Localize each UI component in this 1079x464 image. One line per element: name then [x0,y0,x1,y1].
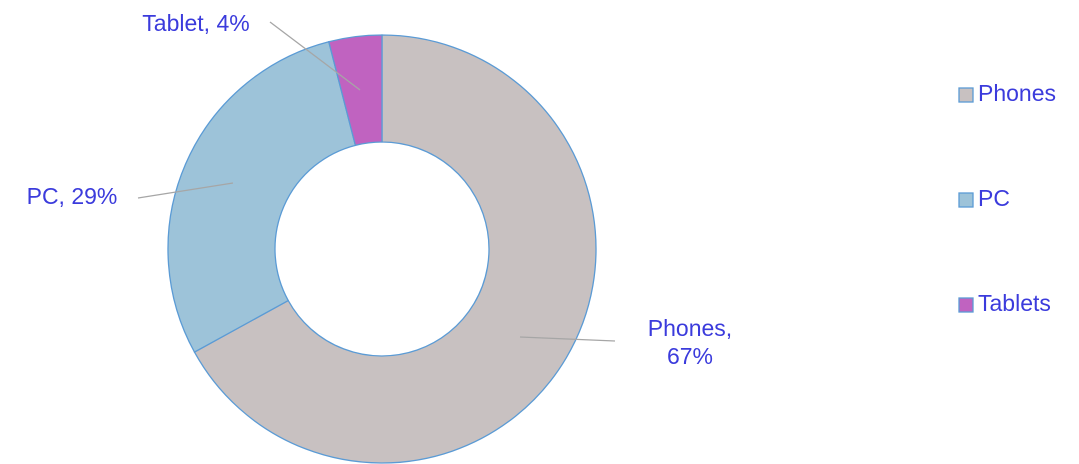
data-label: Tablet, 4% [142,10,249,36]
legend-swatch [958,297,974,313]
leader-line [269,21,361,91]
donut-slice [167,40,357,353]
legend-label: PC [978,185,1010,211]
data-label: Phones, 67% [648,315,732,369]
leader-line [137,182,234,199]
legend-swatch [958,87,974,103]
data-label: PC, 29% [27,183,118,209]
donut-slice [193,34,597,464]
legend-label: Tablets [978,290,1051,316]
legend-swatch [958,192,974,208]
donut-slice [327,34,383,147]
leader-line [519,336,616,342]
legend-label: Phones [978,80,1056,106]
